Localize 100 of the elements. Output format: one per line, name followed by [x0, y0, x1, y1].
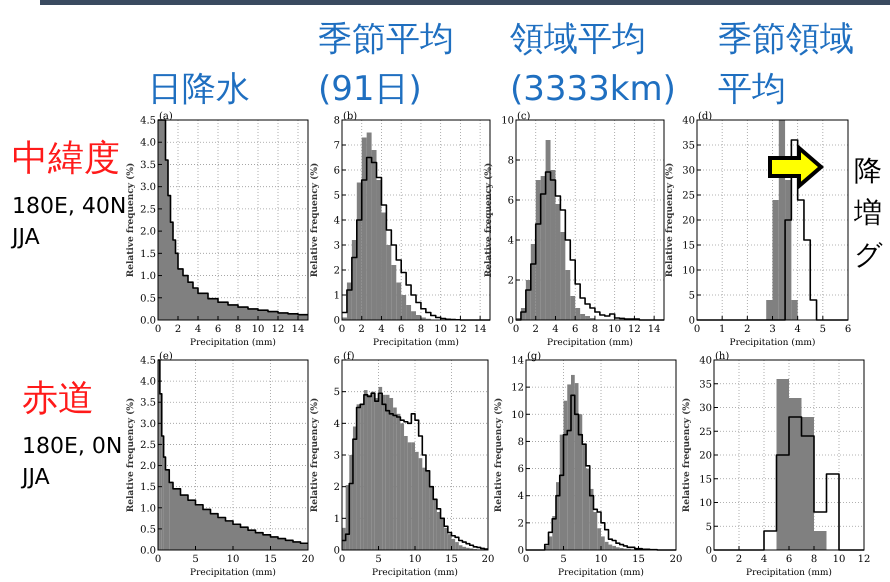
text: 中緯度 [12, 138, 120, 179]
y-tick-label: 25 [682, 190, 695, 202]
y-tick-label: 1.5 [140, 248, 156, 260]
y-tick-label: 30 [682, 166, 695, 176]
x-tick-label: 2 [358, 324, 365, 335]
y-axis-title: Relative frequency (%) [665, 162, 675, 278]
x-tick-label: 5 [820, 324, 826, 335]
text: JJA [10, 225, 40, 250]
y-tick-label: 4.0 [140, 376, 156, 388]
x-tick-label: 10 [252, 324, 264, 335]
y-tick-label: 6 [518, 464, 524, 476]
y-tick-label: 8 [508, 156, 514, 166]
y-tick-label: 1 [334, 290, 340, 302]
y-tick-label: 8 [518, 436, 524, 448]
text: 180E, 0N [22, 434, 122, 459]
y-tick-label: 0 [518, 546, 524, 556]
annotation: (b) [343, 111, 358, 122]
x-tick-label: 20 [670, 554, 682, 565]
x-tick-label: 10 [594, 554, 608, 565]
x-tick-label: 15 [264, 554, 277, 565]
x-tick-label: 4 [378, 324, 385, 335]
x-tick-label: 20 [302, 554, 314, 565]
x-axis-title: Precipitation (mm) [746, 568, 832, 578]
x-tick-label: 14 [474, 324, 486, 335]
x-tick-label: 10 [408, 554, 422, 565]
x-tick-label: 14 [648, 324, 660, 335]
chart-subtitle: 平均 [718, 69, 786, 109]
y-tick-label: 0.0 [140, 546, 156, 556]
chart-title: 季節領域 [718, 19, 854, 59]
annotation: (a) [159, 111, 173, 122]
y-tick-label: 0 [688, 316, 695, 326]
y-tick-label: 3 [334, 450, 340, 462]
y-tick-label: 3.0 [140, 418, 156, 430]
y-tick-label: 3.5 [140, 398, 156, 409]
y-tick-label: 25 [699, 426, 712, 438]
y-tick-label: 0.5 [140, 293, 156, 304]
chart-title: 日降水 [148, 69, 250, 109]
y-tick-label: 2.0 [140, 461, 156, 472]
y-axis-title: Relative frequency (%) [682, 398, 692, 512]
y-tick-label: 3.0 [140, 182, 156, 194]
x-tick-label: 4 [194, 324, 202, 335]
x-tick-label: 6 [398, 324, 404, 335]
y-tick-label: 35 [682, 140, 695, 152]
y-tick-label: 8 [334, 116, 340, 126]
y-axis-title: Relative frequency (%) [126, 162, 136, 278]
text: JJA [20, 465, 50, 490]
x-tick-label: 6 [214, 324, 222, 335]
x-axis-title: Precipitation (mm) [372, 568, 458, 578]
text: 増 [853, 196, 882, 229]
x-axis-title: Precipitation (mm) [373, 338, 459, 348]
x-tick-label: 6 [786, 554, 792, 565]
x-tick-label: 8 [592, 324, 598, 335]
x-tick-label: 14 [292, 324, 304, 335]
chart-subtitle: (3333km) [510, 69, 676, 109]
y-tick-label: 15 [682, 240, 695, 252]
y-tick-label: 40 [699, 356, 712, 366]
x-tick-label: 6 [572, 324, 578, 335]
y-tick-label: 6 [334, 166, 340, 176]
y-axis-title: Relative frequency (%) [494, 398, 504, 512]
text: 赤道 [22, 378, 94, 419]
y-tick-label: 20 [699, 450, 712, 462]
x-axis-title: Precipitation (mm) [190, 338, 276, 348]
text: 180E, 40N [12, 194, 126, 219]
annotation: (h) [715, 351, 730, 362]
y-tick-label: 12 [511, 382, 524, 394]
y-tick-label: 10 [501, 116, 514, 126]
x-tick-label: 10 [226, 554, 240, 565]
y-tick-label: 2 [334, 482, 340, 494]
x-tick-label: 12 [628, 324, 641, 335]
y-tick-label: 1.0 [140, 271, 156, 282]
x-tick-label: 3 [769, 324, 776, 335]
y-tick-label: 2.5 [140, 204, 156, 216]
x-tick-label: 5 [375, 554, 382, 565]
y-tick-label: 2 [334, 266, 340, 276]
x-tick-label: 8 [810, 554, 818, 565]
annotation: (d) [698, 111, 712, 122]
annotation: (e) [159, 351, 173, 362]
x-axis-title: Precipitation (mm) [558, 568, 644, 578]
x-tick-label: 4 [794, 324, 801, 335]
y-tick-label: 20 [682, 216, 695, 226]
x-tick-label: 15 [445, 554, 458, 565]
y-tick-label: 5 [706, 522, 712, 533]
y-tick-label: 10 [682, 266, 695, 276]
text: グ [854, 238, 883, 271]
x-tick-label: 2 [736, 554, 742, 565]
y-tick-label: 4 [334, 418, 340, 430]
y-tick-label: 1.0 [140, 503, 156, 514]
y-tick-label: 4 [334, 216, 340, 226]
y-tick-label: 0.5 [140, 524, 156, 536]
y-tick-label: 1.5 [140, 482, 156, 494]
x-axis-title: Precipitation (mm) [547, 338, 633, 348]
y-tick-label: 0 [334, 546, 340, 556]
y-tick-label: 2 [518, 518, 524, 530]
x-tick-label: 10 [434, 324, 448, 335]
x-tick-label: 4 [760, 554, 768, 565]
y-tick-label: 6 [334, 356, 340, 366]
y-tick-label: 4.0 [140, 138, 156, 149]
x-tick-label: 15 [632, 554, 645, 565]
x-tick-label: 1 [718, 324, 726, 335]
y-tick-label: 0.0 [140, 316, 156, 326]
